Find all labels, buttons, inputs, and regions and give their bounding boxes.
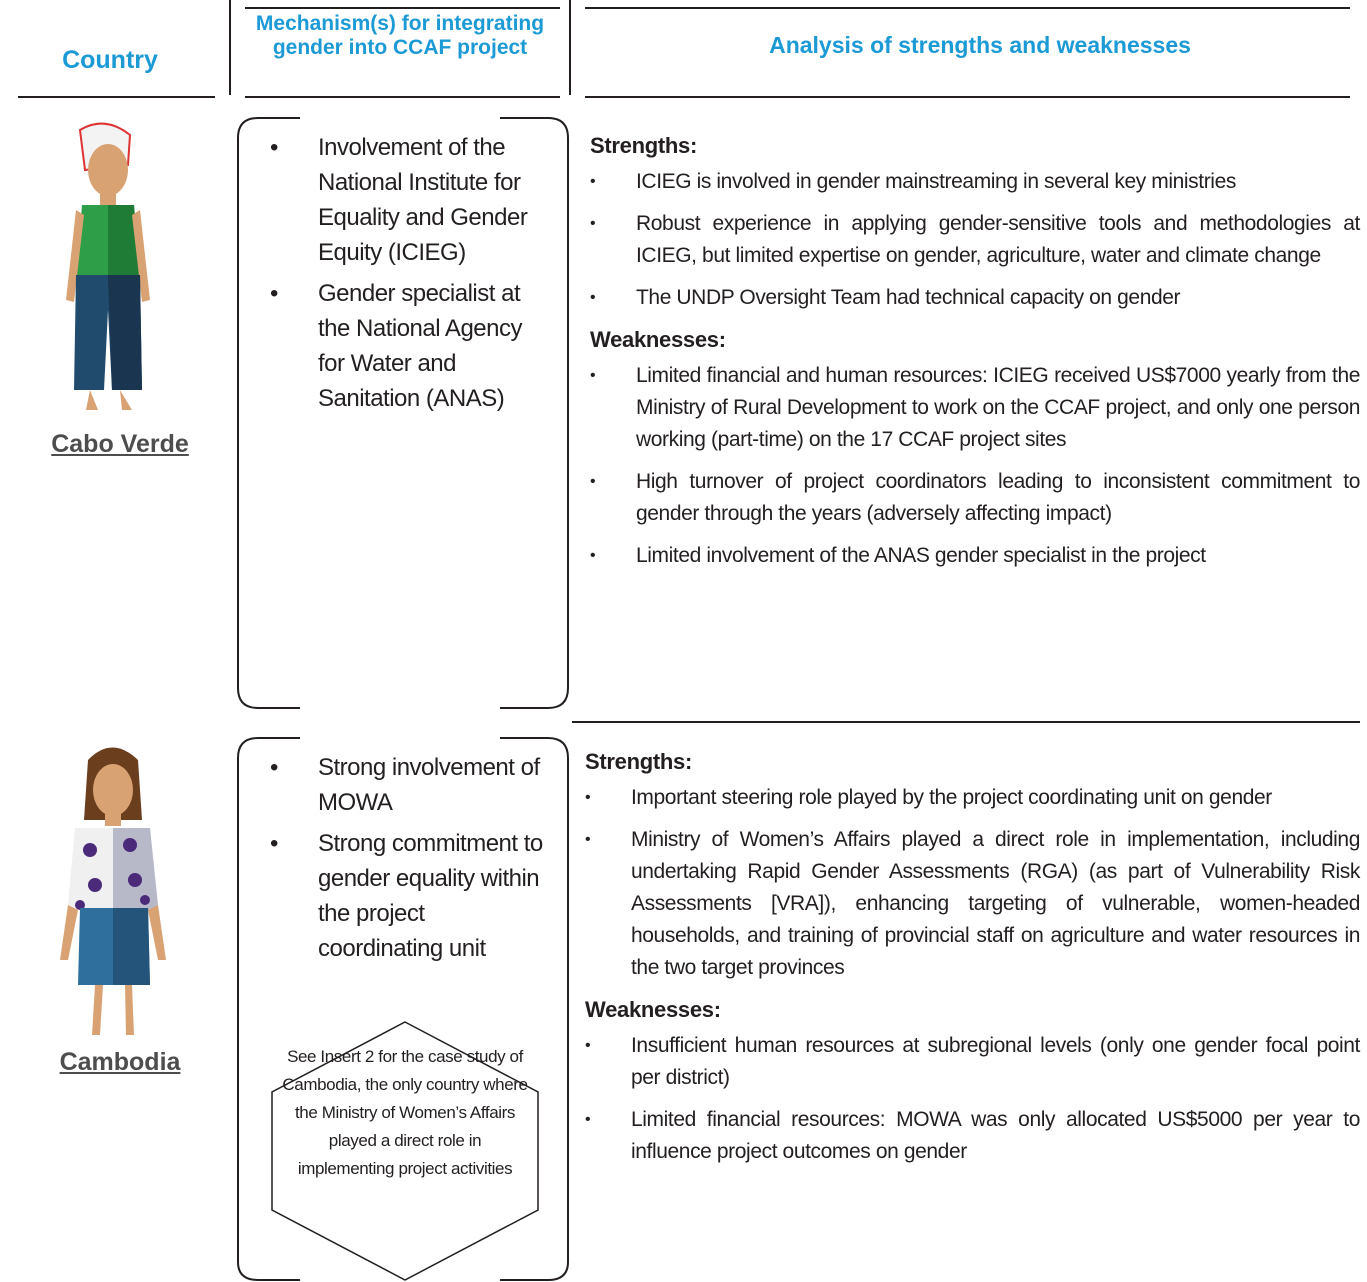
analysis-item: The UNDP Oversight Team had technical ca…	[590, 282, 1360, 314]
country-name: Cabo Verde	[51, 430, 189, 458]
woman-illustration	[60, 747, 166, 1035]
analysis-list: Important steering role played by the pr…	[585, 782, 1360, 984]
section-heading: Weaknesses:	[590, 327, 726, 352]
section-heading: Weaknesses:	[585, 997, 721, 1022]
woman-illustration	[66, 122, 150, 410]
section-heading: Strengths:	[585, 749, 693, 774]
mechanism-list: Involvement of the National Institute fo…	[270, 130, 545, 422]
analysis-list: Limited financial and human resources: I…	[590, 360, 1360, 572]
callout-note: See Insert 2 for the case study of Cambo…	[282, 1047, 528, 1178]
analysis-item: Important steering role played by the pr…	[585, 782, 1360, 814]
section-heading: Strengths:	[590, 133, 698, 158]
analysis-item: Limited financial resources: MOWA was on…	[585, 1104, 1360, 1168]
analysis-list: ICIEG is involved in gender mainstreamin…	[590, 166, 1360, 314]
analysis-item: Limited involvement of the ANAS gender s…	[590, 540, 1360, 572]
analysis-list: Insufficient human resources at subregio…	[585, 1030, 1360, 1168]
analysis: Strengths: ICIEG is involved in gender ma…	[590, 124, 1360, 582]
column-header: Analysis of strengths and weaknesses	[769, 32, 1191, 58]
mechanism-item: Gender specialist at the National Agency…	[270, 276, 545, 416]
analysis-item: Ministry of Women’s Affairs played a dir…	[585, 824, 1360, 984]
analysis-item: Robust experience in applying gender-sen…	[590, 208, 1360, 272]
analysis: Strengths: Important steering role played…	[585, 740, 1360, 1178]
analysis-item: Limited financial and human resources: I…	[590, 360, 1360, 456]
column-header: Country	[62, 46, 158, 74]
country-name: Cambodia	[59, 1048, 181, 1076]
mechanism-item: Involvement of the National Institute fo…	[270, 130, 545, 270]
analysis-item: ICIEG is involved in gender mainstreamin…	[590, 166, 1360, 198]
mechanism-list: Strong involvement of MOWAStrong commitm…	[270, 750, 550, 972]
column-header: Mechanism(s) for integrating gender into…	[255, 12, 545, 59]
mechanism-item: Strong commitment to gender equality wit…	[270, 826, 550, 966]
mechanism-item: Strong involvement of MOWA	[270, 750, 550, 820]
analysis-item: High turnover of project coordinators le…	[590, 466, 1360, 530]
analysis-item: Insufficient human resources at subregio…	[585, 1030, 1360, 1094]
